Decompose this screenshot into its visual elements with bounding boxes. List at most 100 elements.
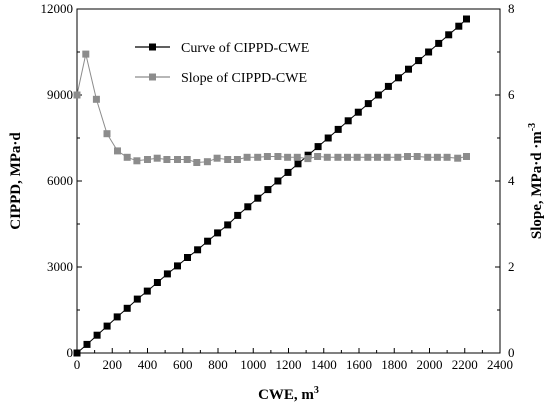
data-point: [455, 22, 463, 30]
y-right-tick-label: 8: [508, 1, 515, 16]
data-point: [264, 186, 272, 194]
data-point: [274, 177, 282, 185]
data-point: [183, 156, 191, 163]
legend-label-slope: Slope of CIPPD-CWE: [181, 71, 307, 86]
data-point: [384, 82, 392, 90]
x-axis-title: CWE, m3: [258, 385, 319, 403]
data-point: [354, 108, 362, 116]
data-point: [383, 153, 391, 161]
data-point: [344, 117, 352, 125]
data-point: [314, 143, 322, 151]
data-point: [114, 147, 121, 155]
data-point: [463, 153, 470, 160]
data-point: [435, 39, 443, 47]
legend-marker-slope: [149, 73, 156, 81]
y-right-tick-label: 4: [508, 173, 515, 188]
x-tick-label: 1600: [346, 357, 372, 372]
data-point: [233, 156, 241, 163]
data-point: [353, 153, 361, 161]
data-point: [73, 349, 81, 357]
data-point: [433, 153, 441, 161]
x-tick-label: 1400: [311, 357, 337, 372]
legend-entry-curve: Curve of CIPPD-CWE: [135, 41, 309, 56]
data-point: [163, 270, 171, 278]
data-point: [413, 153, 421, 160]
y-axis-right-title: Slope, MPa·d ·m-3: [527, 123, 545, 239]
y-right-tick-label: 2: [508, 259, 515, 274]
data-point: [334, 153, 342, 161]
plot-area: 0 200 400 600 800 1000 1200 1400 1600 1800 2000 220…: [41, 1, 516, 372]
data-point: [214, 229, 222, 237]
data-point: [123, 153, 131, 161]
data-point: [234, 211, 242, 219]
data-point: [204, 237, 212, 245]
data-point: [395, 74, 402, 82]
data-point: [82, 50, 90, 58]
data-point: [284, 168, 292, 176]
series-line-0: [76, 18, 467, 354]
x-tick-label: 600: [173, 357, 193, 372]
data-point: [163, 156, 171, 163]
data-point: [374, 91, 382, 99]
data-point: [153, 279, 161, 286]
data-point: [364, 100, 372, 108]
y-left-tick-label: 6000: [47, 173, 73, 188]
data-point: [92, 95, 100, 103]
data-point: [463, 15, 470, 23]
series-line-1: [76, 53, 467, 164]
data-point: [443, 153, 451, 161]
data-point: [374, 153, 381, 161]
x-tick-label: 2000: [417, 357, 443, 372]
data-point: [394, 153, 402, 161]
data-point: [103, 322, 111, 330]
data-point: [334, 125, 342, 133]
legend-entry-slope: Slope of CIPPD-CWE: [135, 71, 307, 86]
x-tick-label: 1000: [240, 357, 266, 372]
y-left-tick-label: 3000: [47, 259, 73, 274]
data-point: [213, 154, 221, 162]
data-point: [425, 48, 433, 56]
y-left-tick-label: 9000: [47, 87, 73, 102]
data-point: [203, 158, 211, 166]
data-point: [405, 65, 412, 73]
data-point: [404, 153, 411, 160]
data-point: [193, 159, 201, 166]
data-point: [93, 331, 101, 339]
x-tick-label: 0: [74, 357, 81, 372]
y-axis-left-title: CIPPD, MPa·d: [8, 132, 24, 230]
data-point: [73, 91, 81, 99]
data-point: [304, 155, 312, 163]
x-tick-label: 400: [138, 357, 158, 372]
data-point: [284, 153, 292, 161]
data-point: [445, 31, 453, 39]
data-point: [244, 203, 252, 211]
data-point: [133, 157, 141, 165]
y-left-tick-label: 0: [67, 345, 74, 360]
data-point: [314, 153, 322, 160]
data-point: [143, 287, 151, 295]
data-point: [293, 153, 301, 161]
data-point: [454, 154, 462, 162]
data-point: [113, 313, 121, 321]
data-point: [254, 153, 262, 161]
x-tick-label: 200: [103, 357, 123, 372]
data-point: [83, 340, 91, 348]
x-tick-label: 2400: [487, 357, 513, 372]
data-point: [194, 246, 202, 254]
data-point: [123, 304, 131, 312]
data-point: [364, 153, 372, 161]
data-point: [243, 153, 251, 161]
data-point: [415, 57, 423, 65]
x-tick-label: 1200: [276, 357, 302, 372]
data-point: [103, 130, 111, 138]
data-point: [174, 156, 181, 163]
data-point: [294, 160, 302, 168]
y-right-tick-label: 6: [508, 87, 515, 102]
data-point: [133, 295, 141, 303]
legend: Curve of CIPPD-CWE Slope of CIPPD-CWE: [135, 41, 309, 86]
data-point: [344, 153, 351, 161]
data-point: [184, 254, 191, 261]
data-point: [274, 153, 282, 160]
y-right-tick-label: 0: [508, 345, 515, 360]
